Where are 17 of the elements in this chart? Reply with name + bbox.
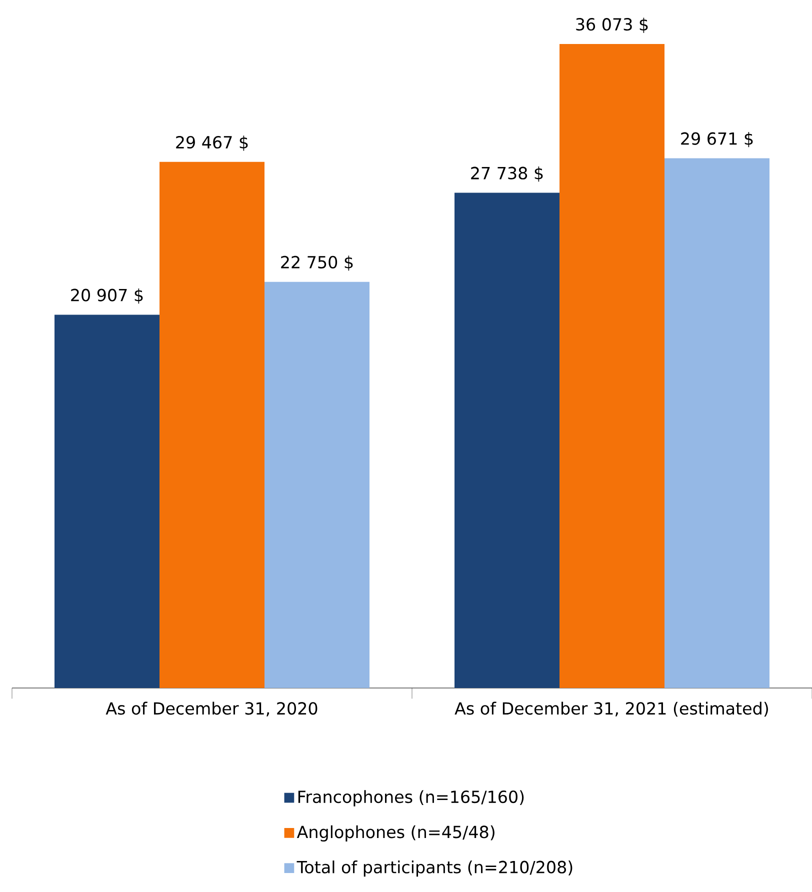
legend-label: Anglophones (n=45/48) <box>296 825 494 842</box>
data-label: 27 738 $ <box>471 166 543 182</box>
data-label: 22 750 $ <box>281 256 353 271</box>
legend-label: Total of participants (n=210/208) <box>296 860 572 877</box>
bar <box>560 44 664 688</box>
x-tick-label: As of December 31, 2020 <box>106 702 318 716</box>
data-label: 20 907 $ <box>71 288 143 304</box>
bar <box>664 158 770 688</box>
bar <box>54 314 160 688</box>
legend-label: Francophones (n=165/160) <box>298 790 524 806</box>
data-label: 29 467 $ <box>176 136 248 151</box>
x-tick-label: As of December 31, 2021 (estimated) <box>454 702 768 717</box>
data-label: 36 073 $ <box>576 18 648 33</box>
data-label: 29 671 $ <box>681 132 753 148</box>
bar <box>454 192 560 688</box>
bar <box>264 282 370 688</box>
bar <box>160 162 264 688</box>
